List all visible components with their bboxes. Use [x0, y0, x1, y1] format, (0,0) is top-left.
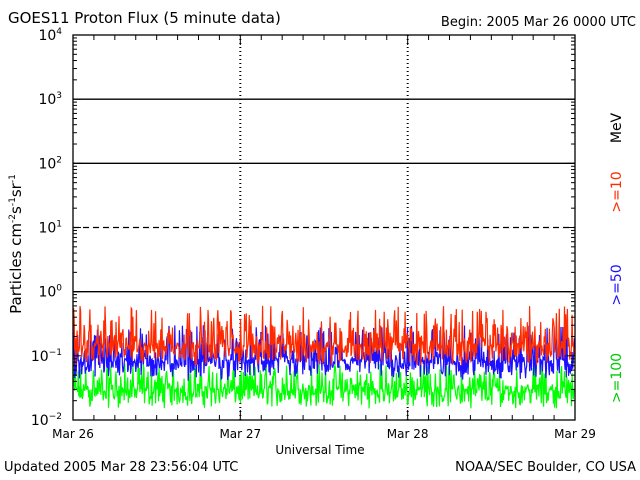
y-tick-label: 101 [38, 220, 62, 237]
updated-time: Updated 2005 Mar 28 23:56:04 UTC [4, 460, 239, 475]
legend-gt100: >=100 [609, 352, 625, 404]
x-tick-label: Mar 27 [219, 427, 261, 441]
series-line-gt10 [72, 305, 576, 366]
unit-label: MeV [609, 112, 625, 144]
y-tick-label: 10−1 [31, 348, 62, 365]
y-tick-label: 104 [38, 27, 62, 44]
x-tick-label: Mar 28 [387, 427, 429, 441]
credit: NOAA/SEC Boulder, CO USA [455, 460, 636, 475]
y-tick-label: 103 [38, 91, 62, 108]
series-line-gt100 [72, 362, 576, 409]
chart-title: GOES11 Proton Flux (5 minute data) [8, 9, 281, 27]
legend-gt50: >=50 [609, 264, 625, 306]
x-tick-label: Mar 29 [554, 427, 596, 441]
legend-gt10: >=10 [609, 171, 625, 213]
x-tick-label: Mar 26 [52, 427, 94, 441]
x-axis-label: Universal Time [275, 443, 365, 457]
y-tick-label: 100 [38, 284, 62, 301]
begin-time: Begin: 2005 Mar 26 0000 UTC [440, 15, 636, 30]
y-tick-label: 102 [38, 155, 62, 172]
